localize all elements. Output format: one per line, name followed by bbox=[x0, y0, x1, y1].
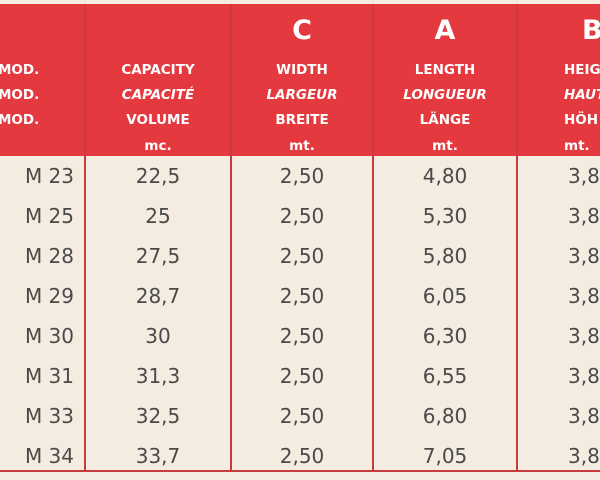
table-cell: 31,3 bbox=[135, 364, 181, 388]
table-cell: 2,50 bbox=[279, 404, 325, 428]
table-cell: 25 bbox=[145, 204, 171, 228]
model-column: MOD. MOD. MOD. M 23 M 25 M 28 M 29 M 30 … bbox=[0, 4, 86, 472]
table-cell: 27,5 bbox=[135, 244, 181, 268]
table-cell: M 23 bbox=[24, 164, 74, 188]
header-line: CAPACITÉ bbox=[121, 87, 195, 103]
capacity-column: CAPACITY CAPACITÉ VOLUME mc. 22,5 25 27,… bbox=[86, 4, 232, 472]
table-cell: 3,8 bbox=[568, 204, 600, 228]
header-line: MOD. bbox=[0, 62, 40, 78]
table-cell: 32,5 bbox=[135, 404, 181, 428]
table-cell: 2,50 bbox=[279, 324, 325, 348]
table-cell: 30 bbox=[145, 324, 171, 348]
column-header: A LENGTH LONGUEUR LÄNGE mt. bbox=[374, 4, 516, 156]
column-header: C WIDTH LARGEUR BREITE mt. bbox=[232, 4, 372, 156]
column-header: CAPACITY CAPACITÉ VOLUME mc. bbox=[86, 4, 230, 156]
column-header: B HEIG HAUT HÖH mt. bbox=[518, 4, 600, 156]
table-cell: M 31 bbox=[24, 364, 74, 388]
table-cell: 6,30 bbox=[422, 324, 468, 348]
column-letter: A bbox=[434, 15, 456, 46]
table-cell: 28,7 bbox=[135, 284, 181, 308]
table-cell: M 33 bbox=[24, 404, 74, 428]
table-cell: 6,05 bbox=[422, 284, 468, 308]
table-cell: M 25 bbox=[24, 204, 74, 228]
table-cell: 3,8 bbox=[568, 164, 600, 188]
table-cell: 6,55 bbox=[422, 364, 468, 388]
column-letter: C bbox=[292, 15, 312, 46]
column-header: MOD. MOD. MOD. bbox=[0, 4, 84, 156]
header-line: LÄNGE bbox=[419, 112, 471, 128]
table-cell: 22,5 bbox=[135, 164, 181, 188]
table-cell: 6,80 bbox=[422, 404, 468, 428]
header-line: LARGEUR bbox=[266, 87, 338, 103]
header-line: VOLUME bbox=[126, 112, 190, 128]
column-letter: B bbox=[582, 15, 600, 46]
table-cell: 33,7 bbox=[135, 444, 181, 468]
table-cell: 3,8 bbox=[568, 404, 600, 428]
header-line: WIDTH bbox=[276, 62, 328, 78]
table-cell: 2,50 bbox=[279, 364, 325, 388]
table-cell: 5,80 bbox=[422, 244, 468, 268]
header-line: MOD. bbox=[0, 87, 40, 103]
header-line: HAUT bbox=[564, 87, 600, 103]
width-column: C WIDTH LARGEUR BREITE mt. 2,50 2,50 2,5… bbox=[232, 4, 374, 472]
table-cell: 5,30 bbox=[422, 204, 468, 228]
header-line: HÖH bbox=[564, 112, 599, 128]
table-cell: 3,8 bbox=[568, 324, 600, 348]
header-line: mt. bbox=[432, 138, 458, 154]
height-column: B HEIG HAUT HÖH mt. 3,8 3,8 3,8 3,8 3,8 … bbox=[518, 4, 600, 472]
table-cell: 2,50 bbox=[279, 444, 325, 468]
header-line: mc. bbox=[144, 138, 172, 154]
table-cell: 7,05 bbox=[422, 444, 468, 468]
table-cell: 2,50 bbox=[279, 164, 325, 188]
table-cell: 4,80 bbox=[422, 164, 468, 188]
header-line: BREITE bbox=[275, 112, 329, 128]
header-line: MOD. bbox=[0, 112, 40, 128]
table-cell: M 29 bbox=[24, 284, 74, 308]
table-cell: 3,8 bbox=[568, 364, 600, 388]
header-line: mt. bbox=[289, 138, 315, 154]
table-cell: M 30 bbox=[24, 324, 74, 348]
header-line: HEIG bbox=[564, 62, 600, 78]
table-cell: 3,8 bbox=[568, 284, 600, 308]
table-cell: 2,50 bbox=[279, 244, 325, 268]
header-line: LENGTH bbox=[414, 62, 476, 78]
length-column: A LENGTH LONGUEUR LÄNGE mt. 4,80 5,30 5,… bbox=[374, 4, 518, 472]
header-line: mt. bbox=[564, 138, 590, 154]
table-cell: M 28 bbox=[24, 244, 74, 268]
table-cell: 2,50 bbox=[279, 204, 325, 228]
table-cell: 2,50 bbox=[279, 284, 325, 308]
header-line: LONGUEUR bbox=[403, 87, 487, 103]
table-bottom-border bbox=[0, 470, 600, 472]
table-cell: M 34 bbox=[24, 444, 74, 468]
table-cell: 3,8 bbox=[568, 444, 600, 468]
header-line: CAPACITY bbox=[121, 62, 195, 78]
table-cell: 3,8 bbox=[568, 244, 600, 268]
